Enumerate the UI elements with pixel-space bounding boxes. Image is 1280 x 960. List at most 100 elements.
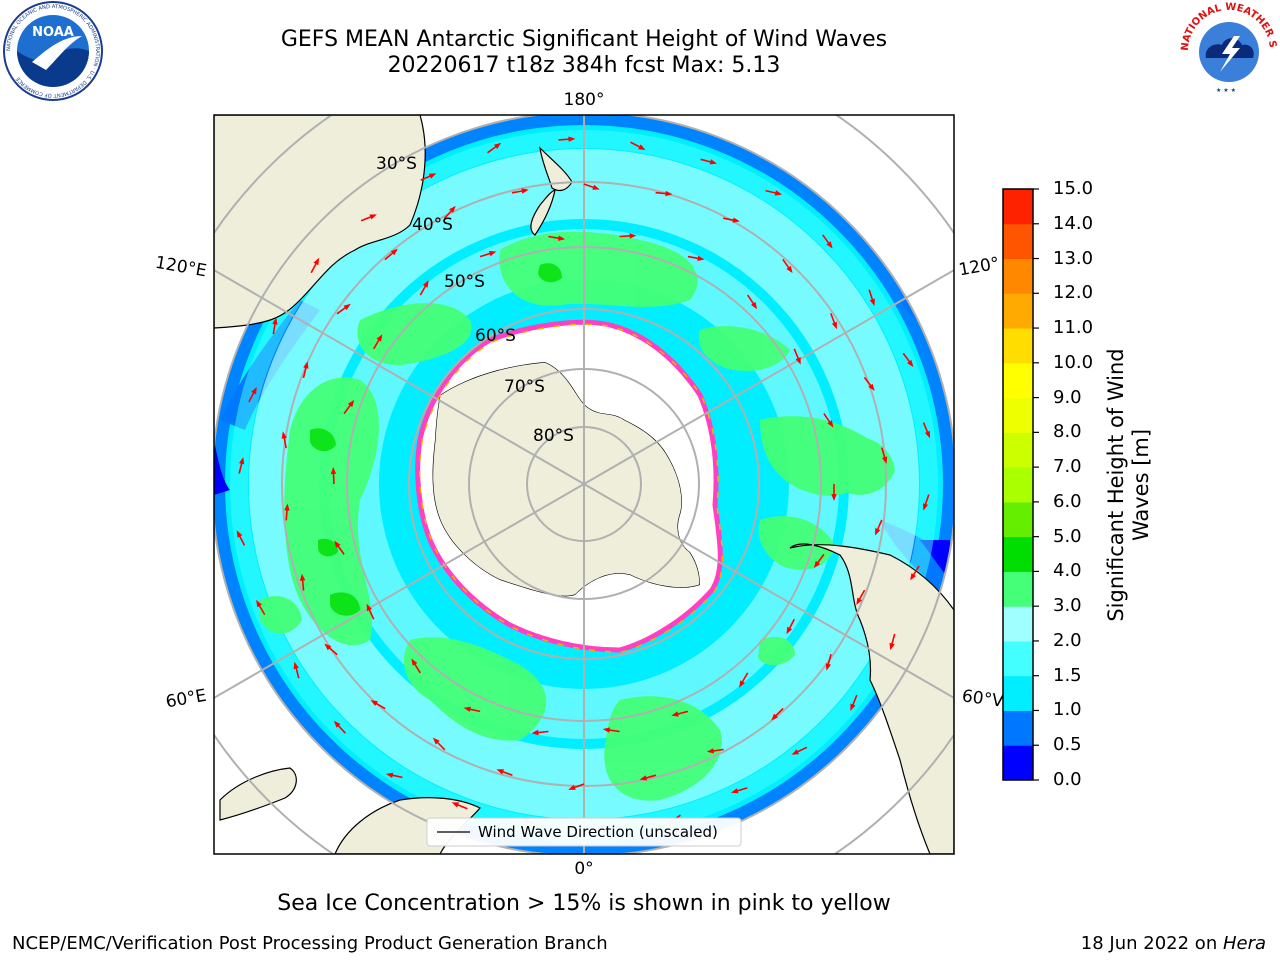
wave-arrow-head [366,603,372,612]
wave-arrow-head [239,457,245,465]
colorbar-tick-label: 15.0 [1053,178,1094,199]
colorbar-segment [1003,640,1033,677]
colorbar-segment [1003,467,1033,503]
wave-arrow-head [592,184,600,190]
wave-arrow-head [488,251,497,257]
lat-label-60s: 60°S [475,326,516,346]
wave-arrow-head [347,399,355,408]
colorbar-frame [1002,188,1034,781]
wave-arrow-head [923,503,929,511]
colorbar-tick-label: 14.0 [1053,212,1094,234]
wave-arrow-head [376,334,383,342]
wave-arrow-head [449,205,456,213]
wave-arrow-head [774,190,783,196]
lat-label-50s: 50°S [444,272,485,292]
wave-arrow-head [602,727,610,733]
footer-date: 18 Jun 2022 on Hera [1080,933,1266,954]
wave-arrow-head [272,317,278,325]
wave-arrow-head [521,188,529,194]
wave-arrow-head [281,431,287,439]
noaa-logo: NATIONAL OCEANIC AND ATMOSPHERIC ADMINIS… [3,1,103,101]
wave-arrow-head [451,802,460,808]
wave-arrow-head [813,560,821,569]
colorbar [1002,188,1039,781]
wave-arrow-head [638,144,646,150]
wave-arrow-head [463,706,471,712]
graticule [214,115,954,854]
legend-label: Wind Wave Direction (unscaled) [478,823,718,841]
wave-arrow-head [428,173,437,179]
lat-label-70s: 70°S [504,377,545,397]
colorbar-segment [1003,432,1033,468]
colorbar-tick-label: 13.0 [1053,247,1094,269]
colorbar-tick-label: 2.0 [1053,629,1082,651]
wave-arrow-head [369,214,377,220]
colorbar-tick-label: 7.0 [1053,456,1082,478]
wave-arrow-head [786,626,793,635]
colorbar-segment [1003,536,1033,572]
wave-arrow-head [786,265,793,274]
wave-arrow-head [299,573,306,581]
wave-arrow-head [531,729,539,736]
lat-label-40s: 40°S [412,215,453,235]
colorbar-segment [1003,362,1033,399]
map-frame [213,114,955,855]
wave-arrow-head [907,359,914,368]
colorbar-segment [1003,571,1033,607]
colorbar-tick-label: 8.0 [1053,421,1082,443]
wave-arrow-head [831,321,837,330]
wave-arrow-head [411,658,418,666]
colorbar-tick-label: 11.0 [1053,317,1094,339]
colorbar-segment [1003,501,1033,538]
wave-arrow-head [882,456,888,464]
colorbar-tick-label: 0.5 [1053,734,1082,756]
wave-arrow-head [256,599,262,608]
chart-subtitle: 20220617 t18z 384h fcst Max: 5.13 [387,53,781,78]
footer-credit: NCEP/EMC/Verification Post Processing Pr… [12,933,608,954]
colorbar-segment [1003,223,1033,260]
colorbar-tick-label: 4.0 [1053,560,1082,582]
wave-arrow-head [697,255,705,261]
wave-arrow-head [494,142,502,149]
sea-ice-region [417,322,721,650]
colorbar-segment [1003,189,1033,225]
colorbar-tick-label: 1.5 [1053,664,1082,686]
wave-arrow-head [709,159,717,165]
wave-arrow-head [334,540,341,548]
wave-arrow-head [333,720,341,728]
wave-arrow-head [739,680,745,688]
colorbar-tick-label: 9.0 [1053,386,1082,408]
colorbar-tick-label: 0.0 [1053,769,1082,790]
sea-ice-note: Sea Ice Concentration > 15% is shown in … [277,891,891,916]
colorbar-tick-label: 1.0 [1053,699,1082,721]
noaa-logo-text: NOAA [32,25,74,40]
wave-arrow-head [343,303,351,311]
wave-arrow-head [791,749,799,755]
wave-arrow-head [432,737,440,745]
lon-label-180: 180° [564,90,605,110]
lat-label-30s: 30°S [376,154,417,174]
nws-logo: NATIONAL WEATHER SERVICE ★ ★ ★ [1178,0,1278,100]
wave-arrow-head [910,573,917,581]
wave-arrow-head [875,528,881,536]
map-legend: Wind Wave Direction (unscaled) [426,817,742,847]
wave-arrow-head [850,703,856,711]
wave-arrow-head [251,387,257,395]
wave-arrow-head [390,248,398,256]
svg-text:★ ★ ★: ★ ★ ★ [1216,87,1236,94]
colorbar-segment [1003,293,1033,329]
wave-arrow-head [568,136,576,142]
colorbar-tick-label: 6.0 [1053,490,1082,512]
lon-label-0: 0° [574,859,593,879]
wave-arrow-head [639,775,648,781]
wave-arrow-head [826,241,833,249]
colorbar-segment [1003,675,1033,711]
colorbar-tick-label: 5.0 [1053,525,1082,547]
sea-ice-edge [415,319,723,653]
lon-label-60e: 60°E [164,686,208,713]
wave-arrow-head [671,711,679,717]
colorbar-tick-label: 3.0 [1053,595,1082,617]
colorbar-segment [1003,397,1033,433]
wave-arrow-head [324,643,332,651]
